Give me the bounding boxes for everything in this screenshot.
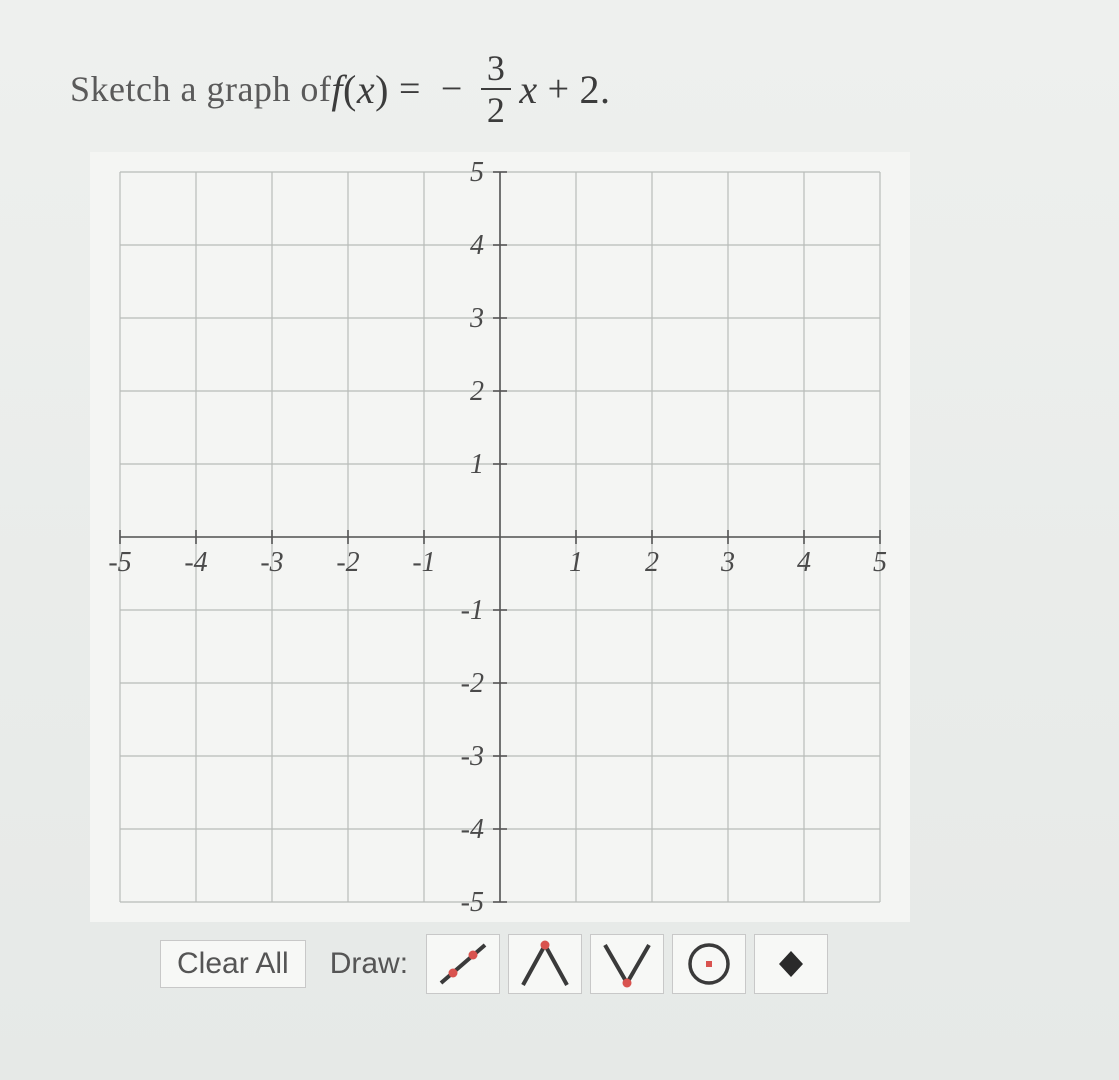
svg-text:3: 3	[469, 303, 484, 334]
svg-text:2: 2	[645, 547, 659, 578]
svg-text:4: 4	[797, 547, 811, 578]
svg-text:-1: -1	[412, 547, 435, 578]
svg-text:3: 3	[720, 547, 735, 578]
tool-abs-down[interactable]	[590, 934, 664, 994]
prompt-plus: +	[548, 67, 570, 111]
prompt-fraction: 3 2	[481, 50, 512, 128]
frac-numerator: 3	[481, 50, 512, 90]
draw-label: Draw:	[330, 947, 408, 981]
tool-line[interactable]	[426, 934, 500, 994]
line-icon	[433, 939, 493, 989]
svg-text:-3: -3	[260, 547, 283, 578]
svg-text:5: 5	[873, 547, 887, 578]
svg-text:-5: -5	[108, 547, 131, 578]
prompt-paren-open: (	[343, 66, 357, 113]
svg-text:5: 5	[470, 157, 484, 188]
question-panel: Sketch a graph of f ( x ) = − 3 2 x + 2 …	[0, 0, 1119, 1080]
svg-text:-2: -2	[336, 547, 359, 578]
abs-up-icon	[515, 939, 575, 989]
prompt-minus: −	[441, 67, 463, 111]
prompt-equals: =	[399, 67, 421, 111]
clear-all-button[interactable]: Clear All	[160, 940, 306, 988]
svg-text:-3: -3	[461, 741, 484, 772]
svg-text:-2: -2	[461, 668, 484, 699]
prompt-var: x	[357, 66, 375, 113]
svg-text:-5: -5	[461, 887, 484, 918]
prompt-paren-close: )	[375, 66, 389, 113]
svg-text:-4: -4	[184, 547, 207, 578]
svg-text:-1: -1	[461, 595, 484, 626]
tool-point[interactable]	[754, 934, 828, 994]
tool-circle[interactable]	[672, 934, 746, 994]
prompt-var2: x	[519, 66, 537, 113]
svg-text:1: 1	[470, 449, 484, 480]
abs-down-icon	[597, 939, 657, 989]
grid-svg: -5 -4 -3 -2 -1 1 2 3 4 5 -5 -4 -3 -2 -1 1 2 3 4 5	[90, 152, 910, 922]
tool-abs-up[interactable]	[508, 934, 582, 994]
svg-text:-4: -4	[461, 814, 484, 845]
prompt-lead: Sketch a graph of	[70, 68, 331, 110]
circle-icon	[679, 939, 739, 989]
prompt-period: .	[600, 66, 611, 113]
svg-text:2: 2	[470, 376, 484, 407]
draw-toolbar: Clear All Draw:	[160, 934, 1049, 994]
prompt-fn: f	[331, 66, 343, 113]
graph-canvas[interactable]: -5 -4 -3 -2 -1 1 2 3 4 5 -5 -4 -3 -2 -1 1 2 3 4 5	[90, 152, 910, 922]
svg-text:1: 1	[569, 547, 583, 578]
question-prompt: Sketch a graph of f ( x ) = − 3 2 x + 2 …	[70, 50, 1049, 128]
prompt-const: 2	[580, 66, 601, 113]
svg-text:4: 4	[470, 230, 484, 261]
point-icon	[761, 939, 821, 989]
frac-denominator: 2	[481, 90, 512, 128]
